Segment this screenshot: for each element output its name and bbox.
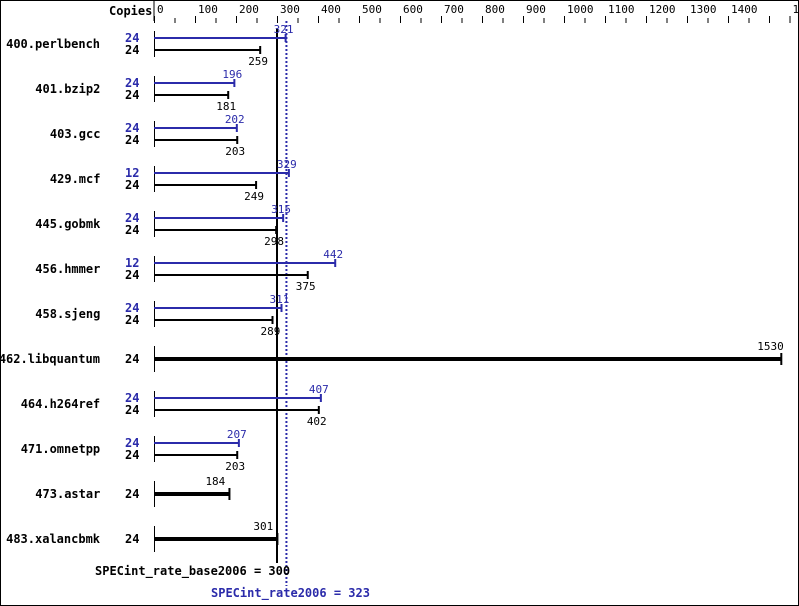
base-copies: 24 (125, 133, 139, 147)
base-copies: 24 (125, 268, 139, 282)
base-copies: 24 (125, 352, 139, 366)
benchmark-label: 464.h264ref (21, 397, 100, 411)
base-value-label: 203 (225, 460, 245, 473)
tick-label: 700 (444, 3, 464, 16)
base-copies: 24 (125, 448, 139, 462)
base-copies: 24 (125, 223, 139, 237)
peak-value-label: 311 (270, 293, 290, 306)
tick-label: 1400 (731, 3, 758, 16)
peak-value-label: 407 (309, 383, 329, 396)
base-copies: 24 (125, 43, 139, 57)
base-copies: 24 (125, 532, 139, 546)
base-copies: 24 (125, 178, 139, 192)
tick-label: 1000 (567, 3, 594, 16)
benchmark-label: 473.astar (35, 487, 100, 501)
benchmark-label: 400.perlbench (6, 37, 100, 51)
tick-label: 200 (239, 3, 259, 16)
benchmark-label: 462.libquantum (1, 352, 100, 366)
base-value-label: 375 (296, 280, 316, 293)
peak-value-label: 202 (225, 113, 245, 126)
tick-label: 900 (526, 3, 546, 16)
tick-label: 800 (485, 3, 505, 16)
tick-label: 300 (280, 3, 300, 16)
peak-value-label: 196 (222, 68, 242, 81)
base-value-label: 249 (244, 190, 264, 203)
base-copies: 24 (125, 88, 139, 102)
tick-label: 1550 (793, 3, 799, 16)
base-value-label: 298 (264, 235, 284, 248)
base-value-label: 402 (307, 415, 327, 428)
benchmark-label: 429.mcf (50, 172, 101, 186)
peak-copies: 12 (125, 256, 139, 270)
base-copies: 24 (125, 487, 139, 501)
tick-label: 1100 (608, 3, 635, 16)
peak-value-label: 329 (277, 158, 297, 171)
peak-copies: 24 (125, 76, 139, 90)
peak-copies: 24 (125, 211, 139, 225)
peak-value-label: 315 (271, 203, 291, 216)
base-value-label: 259 (248, 55, 268, 68)
axis-label: Copies (109, 4, 152, 18)
base-value-label: 181 (216, 100, 236, 113)
peak-score-label: SPECint_rate2006 = 323 (211, 586, 370, 601)
tick-label: 1300 (690, 3, 717, 16)
base-value-label: 203 (225, 145, 245, 158)
peak-copies: 24 (125, 31, 139, 45)
base-value-label: 1530 (757, 340, 784, 353)
base-value-label: 289 (260, 325, 280, 338)
benchmark-label: 445.gobmk (35, 217, 101, 231)
tick-label: 500 (362, 3, 382, 16)
benchmark-label: 456.hmmer (35, 262, 100, 276)
benchmark-label: 458.sjeng (35, 307, 100, 321)
benchmark-label: 471.omnetpp (21, 442, 100, 456)
base-value-label: 184 (205, 475, 225, 488)
base-score-label: SPECint_rate_base2006 = 300 (95, 564, 290, 579)
benchmark-label: 483.xalancbmk (6, 532, 101, 546)
peak-value-label: 207 (227, 428, 247, 441)
tick-label: 0 (157, 3, 164, 16)
tick-label: 100 (198, 3, 218, 16)
base-copies: 24 (125, 403, 139, 417)
base-copies: 24 (125, 313, 139, 327)
tick-label: 400 (321, 3, 341, 16)
tick-label: 1200 (649, 3, 676, 16)
peak-copies: 12 (125, 166, 139, 180)
base-value-label: 301 (253, 520, 273, 533)
peak-value-label: 442 (323, 248, 343, 261)
peak-value-label: 321 (274, 23, 294, 36)
tick-label: 600 (403, 3, 423, 16)
peak-copies: 24 (125, 436, 139, 450)
benchmark-label: 401.bzip2 (35, 82, 100, 96)
peak-copies: 24 (125, 301, 139, 315)
benchmark-label: 403.gcc (50, 127, 101, 141)
peak-copies: 24 (125, 391, 139, 405)
peak-copies: 24 (125, 121, 139, 135)
